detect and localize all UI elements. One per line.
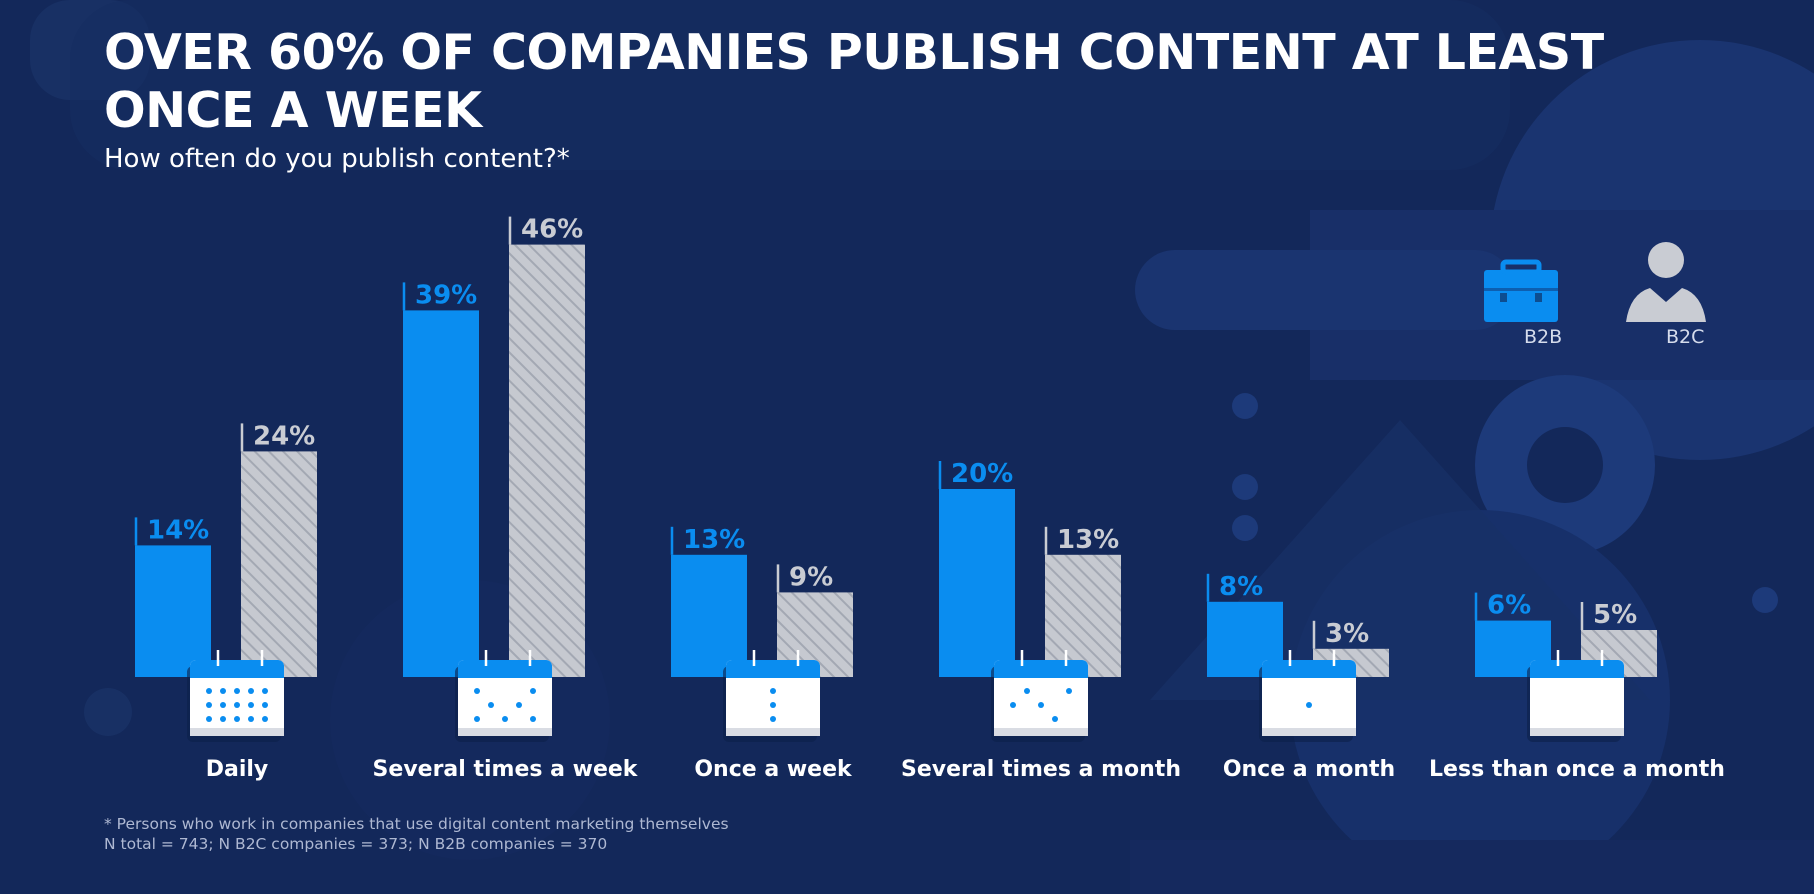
legend-b2b-label: B2B — [1524, 326, 1563, 348]
bar-b2c — [509, 244, 585, 677]
bar-value-label-b2b: 6% — [1487, 591, 1531, 621]
calendar-rarely-icon — [1527, 650, 1624, 742]
category-icons-layer — [187, 650, 1624, 742]
bar-value-label-b2c: 3% — [1325, 619, 1369, 649]
calendar-several-week-icon — [455, 650, 552, 742]
calendar-weekly-icon — [723, 650, 820, 742]
bar-b2c — [241, 451, 317, 677]
bar-value-label-b2b: 39% — [415, 280, 477, 310]
category-label: Once a week — [694, 757, 853, 782]
subtitle: How often do you publish content?* — [104, 144, 570, 174]
category-label: Several times a month — [901, 757, 1181, 782]
calendar-several-month-icon — [991, 650, 1088, 742]
page-title: OVER 60% OF COMPANIES PUBLISH CONTENT AT… — [104, 24, 1604, 139]
bar-value-label-b2c: 9% — [789, 562, 833, 592]
footnote-line-1: * Persons who work in companies that use… — [104, 815, 729, 833]
bar-value-label-b2b: 14% — [147, 515, 209, 545]
bar-value-label-b2b: 13% — [683, 525, 745, 555]
category-label: Several times a week — [373, 757, 639, 782]
bar-value-label-b2c: 24% — [253, 421, 315, 451]
calendar-monthly-icon — [1259, 650, 1356, 742]
bar-b2b — [403, 310, 479, 677]
bar-value-label-b2c: 13% — [1057, 525, 1119, 555]
category-label: Less than once a month — [1429, 757, 1725, 782]
bar-value-label-b2b: 20% — [951, 459, 1013, 489]
labels-layer: 14% 24% Daily 39% 46% Several times a week 13%… — [147, 215, 1725, 782]
person-icon — [1626, 242, 1706, 322]
bars-layer — [134, 216, 1657, 677]
category-label: Daily — [206, 757, 269, 782]
bar-b2b — [671, 554, 747, 677]
footnote-line-2: N total = 743; N B2C companies = 373; N … — [104, 835, 608, 853]
bar-value-label-b2b: 8% — [1219, 572, 1263, 602]
briefcase-icon — [1484, 259, 1558, 322]
bar-b2c — [1045, 554, 1121, 677]
footnote: * Persons who work in companies that use… — [104, 814, 729, 854]
bar-value-label-b2c: 5% — [1593, 600, 1637, 630]
legend-b2c-label: B2C — [1666, 326, 1705, 348]
category-label: Once a month — [1223, 757, 1395, 782]
bar-value-label-b2c: 46% — [521, 215, 583, 245]
bar-b2b — [135, 545, 211, 677]
bar-b2b — [939, 489, 1015, 677]
calendar-daily-icon — [187, 650, 284, 742]
legend — [1484, 242, 1706, 322]
